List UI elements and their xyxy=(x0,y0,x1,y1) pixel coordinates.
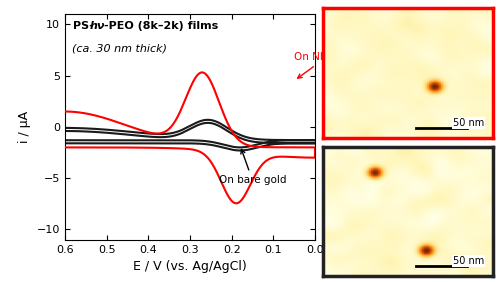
Text: 50 nm: 50 nm xyxy=(453,118,484,128)
Text: -PEO (8k–2k) films: -PEO (8k–2k) films xyxy=(104,21,218,31)
Text: On bare gold: On bare gold xyxy=(219,149,286,185)
X-axis label: E / V (vs. Ag/AgCl): E / V (vs. Ag/AgCl) xyxy=(133,260,247,273)
Text: (ca. 30 nm thick): (ca. 30 nm thick) xyxy=(72,43,168,53)
Text: On NH₂-SAM: On NH₂-SAM xyxy=(294,52,358,78)
Text: 50 nm: 50 nm xyxy=(453,256,484,266)
Text: hν: hν xyxy=(90,21,106,31)
Y-axis label: i / µA: i / µA xyxy=(18,111,31,143)
Text: PS-: PS- xyxy=(72,21,93,31)
